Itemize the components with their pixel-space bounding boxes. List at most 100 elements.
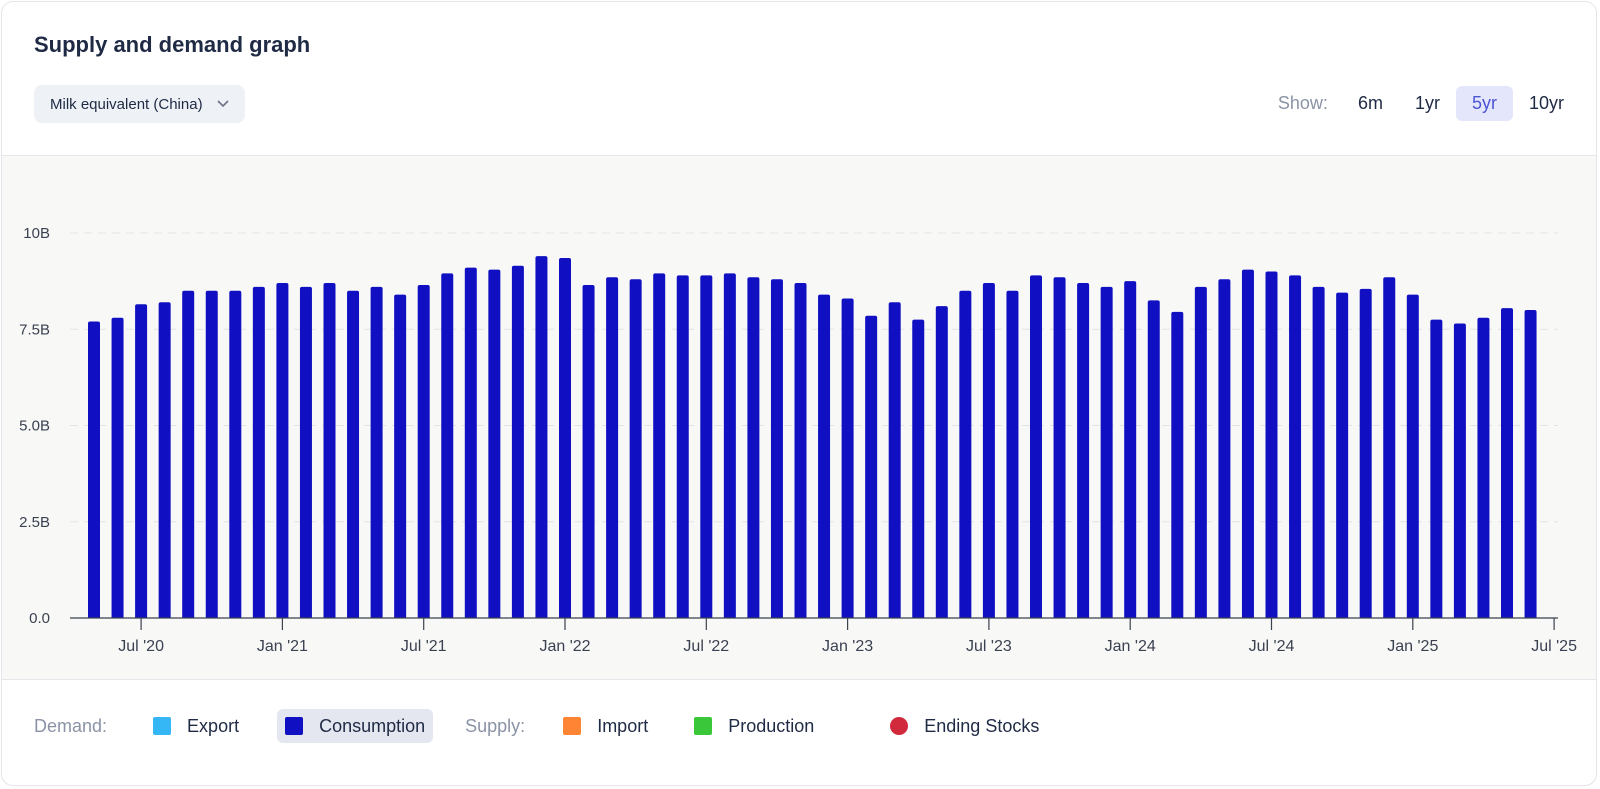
dropdown-label: Milk equivalent (China) [50,95,203,113]
production-swatch [694,717,713,735]
bar[interactable] [582,284,595,618]
bar[interactable] [653,273,666,618]
range-1yr-button[interactable]: 1yr [1414,93,1440,113]
bar[interactable] [888,302,901,618]
bar[interactable] [841,298,854,618]
bar[interactable] [959,290,972,618]
y-tick-label: 5.0B [19,418,50,435]
legend-consumption-label: Consumption [319,715,426,736]
bar[interactable] [394,294,407,618]
bar[interactable] [1501,308,1513,618]
legend-item-ending-stocks[interactable]: Ending Stocks [882,709,1047,743]
y-tick-label: 10B [23,225,50,242]
bar[interactable] [370,286,383,618]
y-tick-label: 0.0 [29,610,50,627]
bar[interactable] [511,265,524,618]
bar[interactable] [1241,269,1254,618]
bar[interactable] [606,277,619,618]
x-tick-label: Jul '20 [118,638,164,655]
bar[interactable] [88,321,100,618]
bar[interactable] [182,290,195,618]
legend-demand-label: Demand: [34,715,108,736]
x-tick-label: Jul '25 [1531,638,1577,655]
bar[interactable] [1077,283,1090,618]
bar[interactable] [723,273,736,618]
bar[interactable] [488,269,501,618]
bar[interactable] [1430,319,1443,618]
legend-ending-stocks-label: Ending Stocks [924,715,1040,736]
x-tick-label: Jan '21 [257,638,308,655]
bar[interactable] [464,267,477,618]
bar[interactable] [1383,277,1396,618]
bar[interactable] [676,275,689,618]
bar[interactable] [865,315,878,618]
legend-production-label: Production [728,715,815,736]
legend-item-import[interactable]: Import [555,709,656,743]
bar[interactable] [1289,275,1302,618]
range-10yr-button[interactable]: 10yr [1528,93,1564,113]
x-tick-label: Jan '22 [539,638,590,655]
bar[interactable] [1453,323,1466,618]
bar[interactable] [205,290,218,618]
legend-supply-label: Supply: [465,715,526,736]
bar[interactable] [912,319,925,618]
bar[interactable] [1124,281,1137,618]
bar[interactable] [1265,271,1278,619]
export-swatch [153,717,172,735]
bar[interactable] [1030,275,1042,618]
bar[interactable] [441,273,454,618]
range-6m-button[interactable]: 6m [1357,93,1383,113]
bar[interactable] [629,279,642,618]
bar[interactable] [1006,290,1019,618]
bar[interactable] [252,286,265,618]
bar[interactable] [1359,288,1372,618]
legend-item-export[interactable]: Export [145,709,247,743]
y-tick-label: 7.5B [19,321,50,338]
bar[interactable] [1477,317,1490,618]
bar[interactable] [1312,286,1325,618]
bar[interactable] [417,284,430,618]
bar[interactable] [299,286,312,618]
plot-area: 0.0 2.5B 5.0B 7.5B 10B Jul '20 Jan '21 Jul '21 J… [2,155,1596,680]
bar[interactable] [276,283,289,618]
bar[interactable] [747,277,760,618]
bar[interactable] [935,306,948,618]
bar[interactable] [1053,277,1066,618]
bar[interactable] [1194,286,1207,618]
bar[interactable] [982,283,995,618]
bar[interactable] [700,275,713,618]
legend: Demand: Export Consumption Supply: Impor… [34,708,1077,744]
legend-item-production[interactable]: Production [686,709,822,743]
bar[interactable] [1336,292,1349,618]
legend-item-consumption[interactable]: Consumption [277,709,434,743]
commodity-dropdown[interactable]: Milk equivalent (China) [34,85,245,123]
bar[interactable] [1406,294,1419,618]
x-tick-label: Jan '25 [1387,638,1438,655]
bar[interactable] [1100,286,1113,618]
bar[interactable] [1171,311,1184,618]
show-label: Show: [1277,93,1328,113]
bar[interactable] [158,302,171,618]
bar-chart: 0.0 2.5B 5.0B 7.5B 10B Jul '20 Jan '21 Jul '21 J… [19,225,1577,655]
range-5yr-button[interactable]: 5yr [1455,86,1513,121]
bar[interactable] [770,279,783,618]
bar[interactable] [1218,279,1231,618]
x-tick-label: Jul '23 [966,638,1012,655]
legend-export-label: Export [187,715,240,736]
bar[interactable] [559,258,571,618]
bar[interactable] [135,304,148,618]
bar[interactable] [1524,310,1537,618]
bar[interactable] [818,294,831,618]
bar[interactable] [229,290,242,618]
bar[interactable] [111,317,124,618]
x-tick-label: Jul '22 [683,638,729,655]
x-tick-label: Jul '24 [1249,638,1295,655]
ending-stocks-dot [890,717,909,735]
bar[interactable] [794,283,807,618]
bar[interactable] [323,283,336,618]
bar[interactable] [347,290,360,618]
bar[interactable] [535,256,548,618]
bar[interactable] [1147,300,1160,618]
x-tick-label: Jan '23 [822,638,873,655]
